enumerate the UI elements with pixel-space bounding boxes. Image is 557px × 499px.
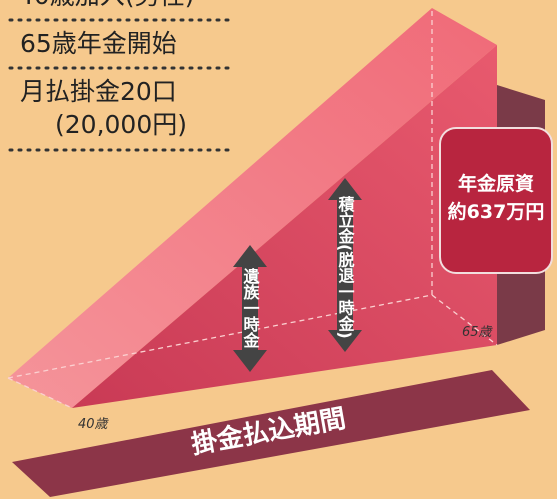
fund-title: 年金原資 [458, 172, 534, 195]
fund-box [439, 127, 553, 274]
arrow-savings-label: 積立金(脱退一時金) [336, 195, 356, 339]
top-face [8, 8, 497, 408]
fund-amount: 約637万円 [448, 200, 545, 223]
hidden-edge [431, 294, 498, 346]
edge [7, 377, 73, 409]
arrow-survivor [233, 245, 267, 372]
note-join: 40歳加入(男性) [18, 0, 194, 10]
arrow-survivor-label: 遺族一時金 [241, 267, 261, 348]
age-start: 40歳 [78, 417, 110, 432]
period-band [12, 370, 530, 497]
note-start: 65歳年金開始 [20, 29, 177, 58]
age-end: 65歳 [462, 325, 494, 340]
note-premium: 月払掛金20口 [20, 77, 177, 106]
front-face [72, 45, 497, 408]
arrow-savings [328, 178, 362, 352]
note-premium-amount: (20,000円) [55, 110, 187, 139]
